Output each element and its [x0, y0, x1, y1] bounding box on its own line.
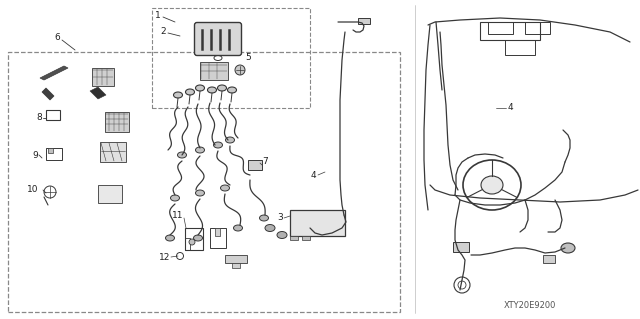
Ellipse shape — [561, 243, 575, 253]
Bar — [46, 148, 62, 160]
Polygon shape — [90, 87, 106, 99]
Text: 4: 4 — [507, 103, 513, 113]
Bar — [232, 263, 240, 268]
Bar — [185, 228, 203, 250]
Text: 7: 7 — [262, 158, 268, 167]
Text: 8: 8 — [36, 114, 42, 122]
Ellipse shape — [218, 85, 227, 91]
Bar — [290, 210, 345, 236]
Ellipse shape — [259, 215, 269, 221]
Bar — [185, 238, 190, 250]
Bar — [358, 18, 370, 24]
Bar — [105, 112, 129, 132]
Text: 3: 3 — [277, 213, 283, 222]
Ellipse shape — [227, 87, 237, 93]
Ellipse shape — [207, 87, 216, 93]
Bar — [210, 228, 226, 248]
Text: 12: 12 — [159, 254, 170, 263]
Polygon shape — [40, 66, 68, 80]
Text: 5: 5 — [245, 54, 251, 63]
Polygon shape — [42, 88, 54, 100]
Text: 9: 9 — [32, 151, 38, 160]
Bar — [225, 255, 247, 263]
Ellipse shape — [166, 235, 175, 241]
Ellipse shape — [195, 147, 205, 153]
Bar — [100, 142, 126, 162]
Bar — [248, 160, 262, 170]
Ellipse shape — [186, 89, 195, 95]
Bar — [200, 62, 228, 80]
Bar — [8, 52, 400, 312]
Bar — [505, 40, 535, 55]
Circle shape — [235, 65, 245, 75]
Bar — [46, 110, 60, 120]
Ellipse shape — [170, 195, 179, 201]
Bar — [488, 22, 513, 34]
Text: XTY20E9200: XTY20E9200 — [504, 301, 556, 310]
Ellipse shape — [234, 225, 243, 231]
Bar — [543, 255, 555, 263]
Ellipse shape — [225, 137, 234, 143]
Text: 2: 2 — [160, 27, 166, 36]
Text: 4: 4 — [310, 170, 316, 180]
Bar — [480, 22, 540, 40]
Text: 10: 10 — [26, 186, 38, 195]
Bar — [152, 8, 310, 108]
Ellipse shape — [303, 225, 313, 231]
Bar — [525, 22, 550, 34]
Bar — [98, 185, 122, 203]
Ellipse shape — [193, 235, 202, 241]
Bar — [453, 242, 469, 252]
Ellipse shape — [177, 152, 186, 158]
Ellipse shape — [481, 176, 503, 194]
Ellipse shape — [195, 190, 205, 196]
Ellipse shape — [221, 185, 230, 191]
Ellipse shape — [265, 225, 275, 232]
Ellipse shape — [214, 142, 223, 148]
Bar — [290, 236, 298, 240]
Ellipse shape — [277, 232, 287, 239]
Bar — [48, 148, 53, 153]
Bar — [215, 228, 220, 236]
FancyBboxPatch shape — [195, 23, 241, 56]
Ellipse shape — [195, 85, 205, 91]
Ellipse shape — [173, 92, 182, 98]
Circle shape — [189, 239, 195, 245]
Text: 11: 11 — [172, 211, 183, 219]
Bar — [92, 68, 114, 86]
Text: 6: 6 — [54, 33, 60, 42]
Text: 1: 1 — [155, 11, 161, 19]
Bar — [302, 236, 310, 240]
